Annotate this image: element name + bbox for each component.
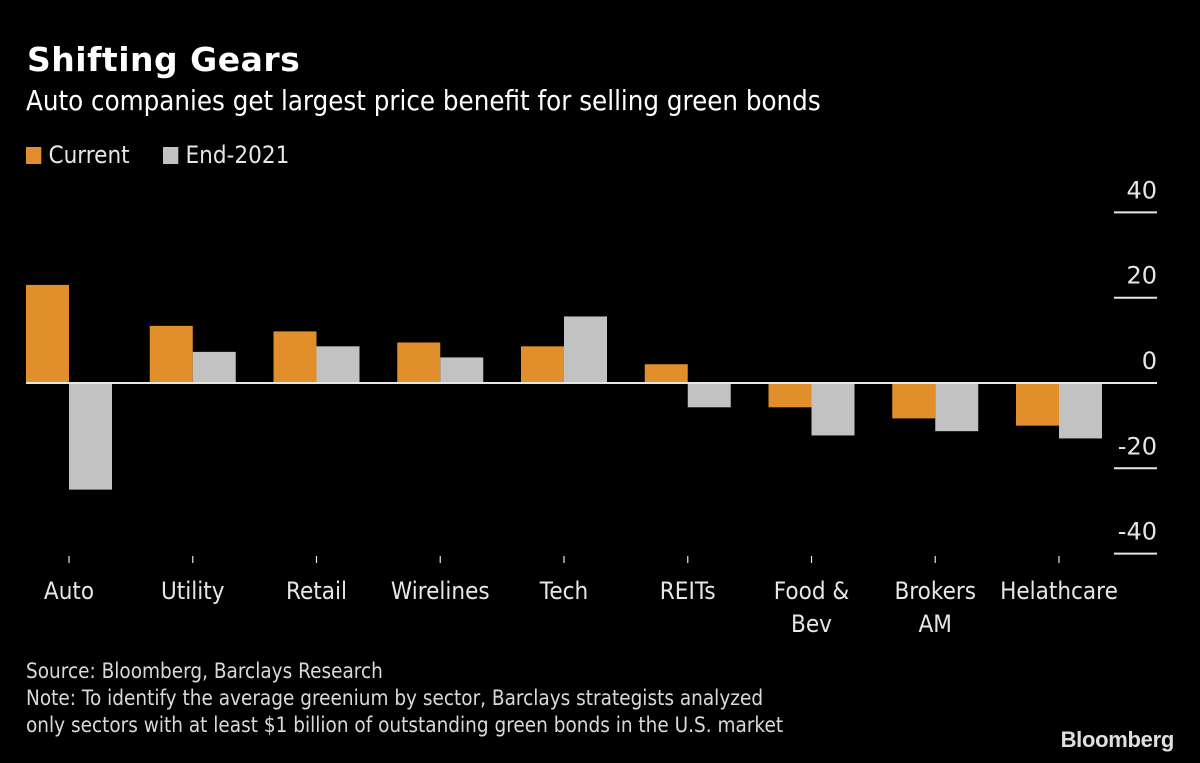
x-tick-label-line: Food & (774, 578, 850, 605)
bar-current-helathcare (1016, 383, 1059, 426)
x-tick-label-line: Bev (791, 611, 832, 638)
bars-group (26, 284, 1102, 490)
bar-current-tech (521, 346, 564, 383)
x-tick-label-line: Retail (286, 578, 347, 605)
legend: Current End-2021 (26, 141, 326, 169)
bar-current-brokers-am (892, 383, 936, 419)
bar-current-reits (644, 364, 688, 383)
bar-end-2021-auto (69, 383, 112, 490)
y-tick-label: -20 (1118, 432, 1157, 460)
x-tick-label: Wirelines (391, 578, 490, 605)
bar-end-2021-helathcare (1059, 383, 1102, 439)
y-tick-label: 0 (1142, 347, 1157, 375)
legend-label-end2021: End-2021 (185, 141, 290, 169)
chart-subtitle: Auto companies get largest price benefit… (26, 84, 821, 117)
legend-item-end2021: End-2021 (163, 141, 289, 169)
x-tick-label-line: Auto (44, 578, 94, 605)
x-tick-label-line: Utility (161, 578, 225, 605)
x-tick-label-line: Helathcare (1000, 578, 1118, 605)
x-tick-label-line: Brokers (894, 578, 976, 605)
bar-end-2021-reits (687, 383, 731, 408)
x-tick-label: Food & Bev (774, 578, 850, 638)
x-tick-label-line: AM (919, 611, 952, 638)
legend-swatch-end2021 (163, 146, 179, 164)
bar-end-2021-retail (316, 346, 360, 383)
note-line-1: Note: To identify the average greenium b… (26, 686, 764, 710)
legend-item-current: Current (26, 141, 130, 169)
x-tick-label: Utility (161, 578, 225, 605)
y-axis: 40 20 0 -20 -40 (26, 176, 1157, 555)
x-tick-label: Helathcare (1000, 578, 1118, 605)
x-axis: Auto Utility Retail Wirelines Tech REITs Food … (44, 556, 1118, 638)
x-tick-label-line: REITs (660, 578, 716, 605)
note-line-2: only sectors with at least $1 billion of… (26, 713, 784, 737)
x-tick-label: Tech (539, 578, 588, 605)
y-tick-label: 40 (1126, 176, 1157, 204)
bloomberg-logo: Bloomberg (1060, 727, 1175, 752)
bar-current-utility (149, 325, 193, 383)
y-tick-label: 20 (1126, 262, 1157, 290)
x-tick-label: Auto (44, 578, 94, 605)
bar-end-2021-food-bev (811, 383, 855, 436)
y-tick-label: -40 (1118, 518, 1157, 546)
source-text: Source: Bloomberg, Barclays Research (26, 659, 383, 683)
x-tick-label: Brokers AM (894, 578, 976, 638)
x-tick-label: Retail (286, 578, 347, 605)
legend-swatch-current (26, 146, 42, 164)
bar-current-food-bev (768, 383, 812, 408)
x-tick-label-line: Tech (539, 578, 588, 605)
bar-current-retail (273, 331, 317, 383)
bar-current-auto (26, 284, 69, 383)
bar-end-2021-tech (564, 316, 607, 383)
bar-end-2021-utility (192, 351, 236, 383)
footer: Source: Bloomberg, Barclays Research Not… (26, 658, 783, 739)
x-tick-label: REITs (660, 578, 716, 605)
chart-title: Shifting Gears (27, 40, 301, 79)
bar-end-2021-wirelines (440, 357, 484, 383)
bar-end-2021-brokers-am (935, 383, 979, 432)
legend-label-current: Current (48, 141, 130, 169)
bar-current-wirelines (397, 342, 441, 383)
x-tick-label-line: Wirelines (391, 578, 490, 605)
